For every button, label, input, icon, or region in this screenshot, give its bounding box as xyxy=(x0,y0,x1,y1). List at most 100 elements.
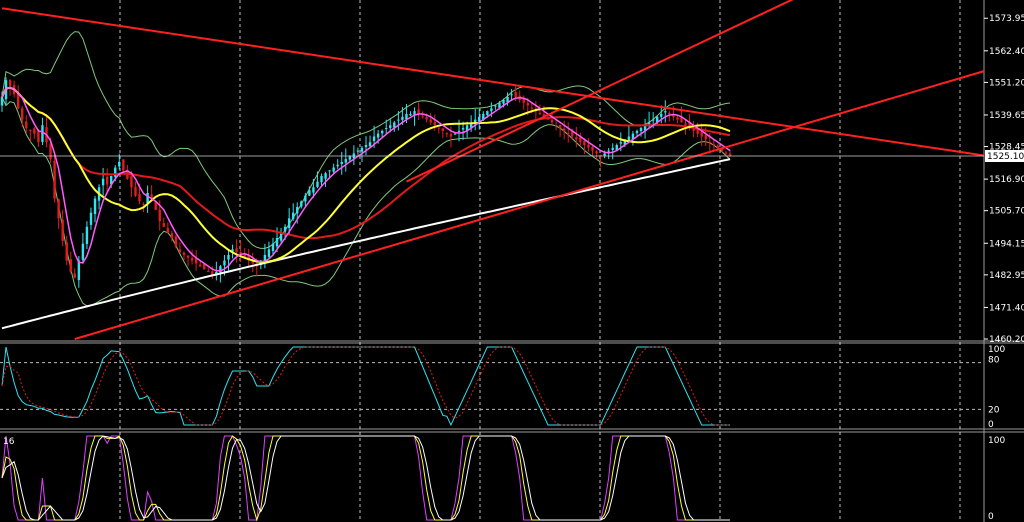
candle-body xyxy=(522,98,525,103)
candle-body xyxy=(283,226,287,232)
price-tick-label: 1516.90 xyxy=(989,175,1024,185)
candle-body xyxy=(696,129,699,134)
candle-body xyxy=(465,125,469,131)
price-tick-label: 1551.20 xyxy=(989,78,1024,88)
candle-body xyxy=(700,131,703,137)
candle-body xyxy=(368,142,372,147)
candle-body xyxy=(150,194,153,199)
candle-body xyxy=(29,129,32,131)
candle-body xyxy=(308,190,311,196)
candle-body xyxy=(502,99,505,104)
candle-body xyxy=(101,178,105,186)
candle-body xyxy=(550,119,554,123)
candle-body xyxy=(595,151,598,154)
candle-body xyxy=(692,128,695,131)
rsi-tick-label: 80 xyxy=(988,356,1000,366)
candle-body xyxy=(182,252,186,255)
candle-body xyxy=(457,130,461,132)
candle-body xyxy=(579,137,582,143)
current-price-tag xyxy=(985,149,1024,162)
candle-body xyxy=(93,198,97,215)
candle-body xyxy=(0,97,4,106)
candle-body xyxy=(235,248,238,253)
stoch-tick-label: 0 xyxy=(988,512,994,522)
candle-body xyxy=(635,130,639,134)
candle-body xyxy=(542,114,546,117)
candle-body xyxy=(142,204,145,206)
candle-body xyxy=(89,212,93,225)
candle-body xyxy=(146,192,149,204)
candle-body xyxy=(469,122,473,128)
candle-body xyxy=(482,113,485,120)
candle-body xyxy=(720,149,724,151)
candle-body xyxy=(296,207,299,214)
candle-body xyxy=(356,150,360,152)
candle-body xyxy=(728,153,732,156)
candle-body xyxy=(203,264,206,270)
candle-body xyxy=(239,251,242,255)
candle-body xyxy=(41,125,44,142)
candle-body xyxy=(190,258,194,261)
candle-body xyxy=(619,142,623,144)
candle-body xyxy=(154,201,157,210)
rsi-tick-label: 0 xyxy=(988,420,994,430)
current-price-label: 1525.10 xyxy=(987,152,1024,162)
candle-body xyxy=(348,156,352,160)
rsi-signal-line xyxy=(1,346,730,426)
bollinger-lower xyxy=(1,96,731,307)
candle-body xyxy=(300,201,303,207)
candle-body xyxy=(380,130,384,134)
sma-short-line xyxy=(1,86,731,272)
candle-body xyxy=(684,123,687,126)
candle-body xyxy=(324,173,327,179)
candle-body xyxy=(660,113,663,117)
candle-body xyxy=(591,147,594,151)
candle-body xyxy=(397,119,400,121)
candle-body xyxy=(304,195,307,202)
candle-body xyxy=(587,144,590,148)
candle-body xyxy=(105,176,109,185)
stoch-tick-label: 100 xyxy=(988,436,1005,446)
candle-body xyxy=(186,255,190,258)
candle-body xyxy=(413,111,416,115)
candle-body xyxy=(114,167,117,177)
candle-body xyxy=(328,170,331,172)
bollinger-upper xyxy=(1,31,731,249)
moving-averages xyxy=(1,86,731,330)
rsi-tick-label: 100 xyxy=(988,345,1005,355)
candle-body xyxy=(174,236,178,247)
candle-body xyxy=(134,186,137,196)
candle-body xyxy=(453,133,457,135)
candle-body xyxy=(615,144,618,151)
candle-body xyxy=(227,254,230,260)
candle-body xyxy=(279,232,283,241)
candle-body xyxy=(643,125,647,131)
candle-body xyxy=(409,113,412,116)
price-tick-label: 1573.95 xyxy=(989,14,1024,24)
candle-body xyxy=(243,253,246,258)
candle-body xyxy=(81,243,85,260)
candle-body xyxy=(538,112,542,114)
bollinger-bands xyxy=(1,31,731,307)
candle-body xyxy=(603,153,606,156)
candle-body xyxy=(312,187,315,193)
price-grid xyxy=(119,0,961,522)
rsi-line xyxy=(1,346,730,427)
price-tick-label: 1471.40 xyxy=(989,303,1024,313)
price-tick-label: 1505.70 xyxy=(989,207,1024,217)
candle-body xyxy=(712,144,716,146)
candle-body xyxy=(65,242,68,261)
candle-body xyxy=(85,226,89,245)
candle-body xyxy=(486,111,489,115)
candle-body xyxy=(571,131,574,137)
candle-body xyxy=(130,176,133,188)
price-tick-label: 1562.40 xyxy=(989,47,1024,57)
candle-body xyxy=(506,97,509,103)
candle-body xyxy=(498,102,501,108)
candle-body xyxy=(166,228,170,233)
candle-body xyxy=(267,249,271,257)
candle-body xyxy=(417,109,420,114)
candle-body xyxy=(122,159,125,171)
